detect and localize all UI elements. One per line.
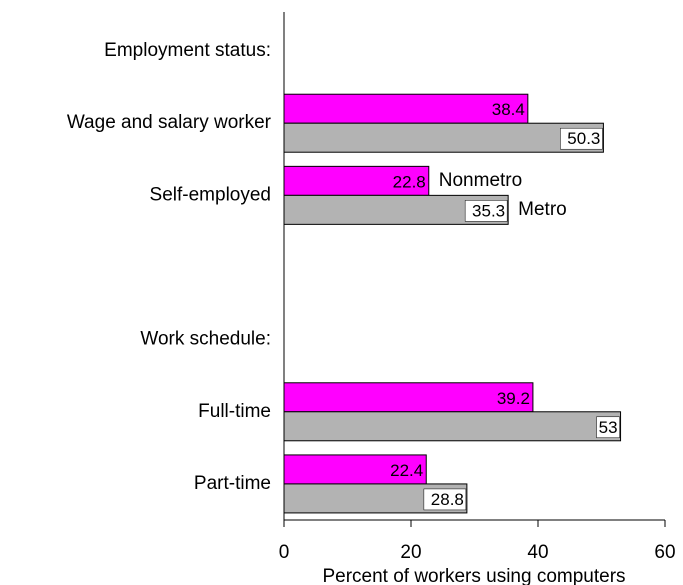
value-label: 22.4	[390, 461, 423, 480]
y-tick-label: Employment status:	[104, 40, 271, 61]
value-label: 22.8	[393, 172, 426, 191]
value-label: 53	[599, 418, 618, 437]
y-tick-label: Part-time	[194, 473, 271, 494]
legend-label: Metro	[518, 199, 567, 220]
value-label: 39.2	[497, 389, 530, 408]
value-label-box	[464, 200, 508, 222]
value-label-box	[596, 416, 620, 439]
value-label-box	[423, 488, 467, 511]
x-tick-label: 20	[400, 542, 421, 563]
x-tick-label: 0	[279, 542, 290, 563]
x-tick-label: 60	[654, 542, 675, 563]
legend-label: Nonmetro	[439, 170, 522, 191]
value-label: 35.3	[472, 201, 505, 220]
value-label: 28.8	[431, 490, 464, 509]
x-axis-label: Percent of workers using computers	[322, 566, 625, 585]
bar	[283, 382, 534, 413]
bar	[283, 454, 427, 485]
y-tick-label: Full-time	[198, 401, 271, 422]
value-label-box	[560, 127, 603, 150]
y-tick-label: Work schedule:	[140, 329, 271, 350]
bar	[283, 122, 604, 153]
x-tick-label: 40	[527, 542, 548, 563]
y-tick-label: Self-employed	[150, 184, 271, 205]
value-label: 38.4	[492, 100, 525, 119]
y-tick-label: Wage and salary worker	[67, 112, 272, 133]
value-label: 50.3	[567, 129, 600, 148]
bar	[283, 411, 622, 442]
